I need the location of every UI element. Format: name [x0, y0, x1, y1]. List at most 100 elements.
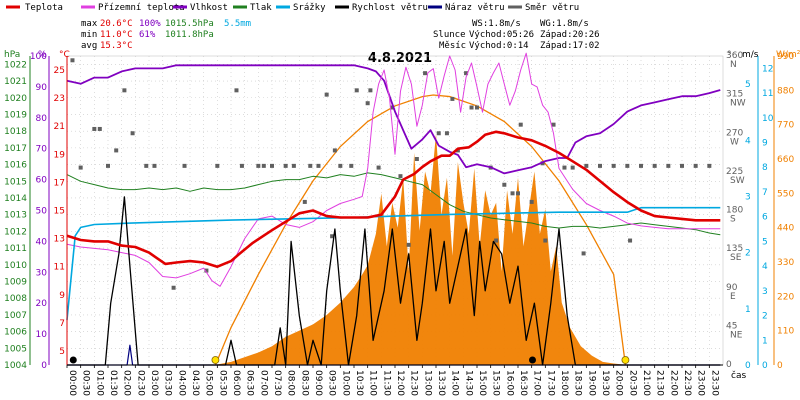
info-block: WS:1.8m/s WG:1.8m/s Slunce Východ:05:26 … — [433, 19, 600, 51]
wind-dir-point — [368, 88, 373, 93]
y-tick-ms: 10 — [762, 114, 774, 124]
wind-dir-point — [510, 191, 515, 196]
y-tick-pct: 70 — [36, 145, 48, 155]
series-prizemni-teplota — [66, 52, 721, 287]
wind-dir-point — [144, 163, 149, 168]
legend-label: Přízemní teplota — [98, 3, 185, 13]
y-tick-hpa: 1014 — [4, 194, 27, 204]
unit-degc: °C — [59, 50, 70, 60]
unit-hpa: hPa — [4, 50, 20, 60]
wind-dir-point — [464, 71, 469, 76]
y-tick-temp: 5 — [59, 347, 65, 357]
y-tick-dir: 0 — [726, 360, 732, 370]
axis-units: hPa % °C ° m/s W/m² čas — [4, 50, 800, 381]
y-tick-ms: 7 — [762, 188, 768, 198]
legend-item-vlhkost: Vlhkost — [173, 3, 228, 13]
x-tick-label: 01:00 — [94, 370, 104, 396]
wind-dir-point — [652, 163, 657, 168]
y-tick-wm2: 550 — [777, 189, 794, 199]
y-tick-hpa: 1019 — [4, 110, 27, 120]
wind-dir-point — [406, 242, 411, 247]
wind-dir-point — [270, 163, 274, 168]
wind-dir-point — [398, 174, 403, 179]
info-moon-label: Měsíc — [439, 41, 466, 51]
wind-dir-point — [693, 163, 698, 168]
y-tick-hpa: 1015 — [4, 177, 27, 187]
x-tick-label: 00:30 — [81, 370, 91, 396]
wind-dir-point — [330, 234, 335, 239]
x-tick-label: 12:00 — [395, 370, 405, 396]
y-tick-temp: 19 — [54, 150, 66, 160]
wind-dir-point — [106, 163, 110, 168]
series-tlak — [66, 172, 721, 236]
wind-dir-point — [114, 148, 119, 153]
y-tick-ms: 9 — [762, 139, 768, 149]
y-tick-dir-name: N — [730, 60, 737, 70]
legend-label: Náraz větru — [445, 3, 505, 13]
wind-dir-point — [450, 96, 455, 101]
legend-label: Směr větru — [525, 3, 579, 13]
y-tick-dir: 315 — [726, 90, 743, 100]
y-tick-pct: 20 — [36, 299, 48, 309]
y-tick-pct: 50 — [36, 207, 48, 217]
wind-dir-point — [543, 238, 548, 243]
y-tick-hpa: 1013 — [4, 211, 27, 221]
wind-dir-point — [152, 163, 157, 168]
wind-dir-point — [436, 131, 441, 136]
legend-item-prizemni-teplota: Přízemní teplota — [81, 3, 185, 13]
x-tick-label: 03:30 — [163, 370, 173, 396]
y-tick-temp: 9 — [59, 291, 65, 301]
legend-label: Vlhkost — [190, 3, 228, 13]
y-tick-dir-name: SE — [730, 253, 742, 263]
y-tick-temp: 13 — [54, 235, 65, 245]
markers — [69, 356, 630, 364]
y-tick-wm2: 440 — [777, 224, 794, 234]
legend-item-rychlost-vetru: Rychlost větru — [335, 3, 428, 13]
sun-marker — [621, 356, 630, 364]
x-tick-label: 03:00 — [149, 370, 159, 396]
y-tick-rain: 2 — [745, 249, 751, 259]
solar-theoretical-curve — [214, 94, 627, 366]
sun-marker — [211, 356, 220, 364]
solar-measured-area — [214, 134, 628, 365]
y-tick-pct: 80 — [36, 114, 48, 124]
wind-dir-point — [308, 163, 313, 168]
legend-label: Teplota — [25, 3, 63, 13]
y-tick-dir: 90 — [726, 283, 738, 293]
wind-dir-point — [562, 165, 567, 170]
y-tick-hpa: 1005 — [4, 344, 27, 354]
wind-dir-point — [570, 165, 575, 170]
wind-dir-point — [239, 163, 244, 168]
wind-dir-point — [551, 122, 556, 127]
y-tick-hpa: 1010 — [4, 261, 27, 271]
y-tick-ms: 4 — [762, 262, 768, 272]
y-tick-temp: 23 — [54, 94, 65, 104]
x-tick-label: 13:00 — [422, 370, 432, 396]
y-tick-dir: 45 — [726, 321, 737, 331]
y-tick-dir-name: NE — [730, 330, 743, 340]
y-tick-ms: 0 — [762, 361, 768, 371]
wind-dir-point — [171, 285, 176, 290]
y-tick-pct: 10 — [36, 330, 48, 340]
y-tick-wm2: 220 — [777, 292, 794, 302]
y-tick-wm2: 660 — [777, 155, 794, 165]
x-tick-label: 10:30 — [354, 370, 364, 396]
y-tick-hpa: 1018 — [4, 127, 27, 137]
stat-max-temp: 20.6°C — [100, 19, 133, 29]
y-tick-hpa: 1011 — [4, 244, 27, 254]
wind-dir-point — [204, 268, 209, 273]
y-tick-pct: 100 — [30, 52, 47, 62]
x-tick-label: 17:00 — [532, 370, 542, 396]
legend-label: Tlak — [250, 3, 272, 13]
x-tick-label: 19:00 — [586, 370, 596, 396]
y-tick-dir: 180 — [726, 206, 743, 216]
wind-dir-point — [302, 199, 307, 204]
wind-dir-point — [581, 251, 586, 256]
wind-dir-point — [414, 157, 419, 161]
x-tick-label: 17:30 — [545, 370, 555, 396]
x-tick-label: 07:30 — [272, 370, 282, 396]
legend-label: Srážky — [293, 3, 326, 13]
moon-marker — [528, 356, 536, 364]
y-tick-ms: 3 — [762, 287, 768, 297]
y-tick-ms: 12 — [762, 64, 773, 74]
